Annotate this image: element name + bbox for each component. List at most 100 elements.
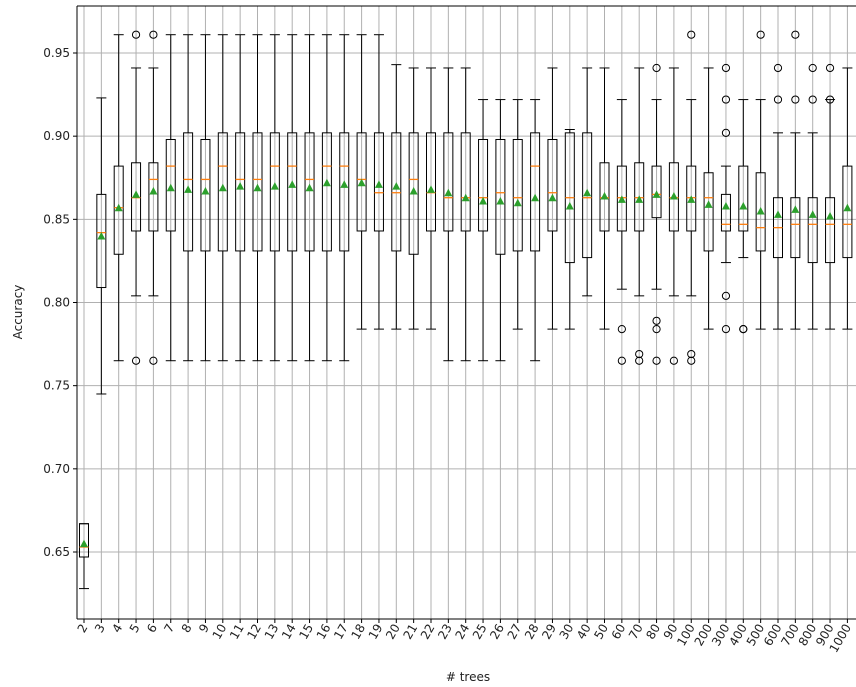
box-300 (720, 63, 731, 334)
box-body (79, 523, 89, 558)
mean-marker (392, 182, 401, 190)
mean-marker (253, 183, 262, 192)
box-body (373, 132, 384, 232)
flier-point (808, 63, 817, 73)
box-body (547, 138, 558, 232)
mean-marker (496, 197, 505, 205)
box-3 (96, 97, 107, 395)
x-tick-label: 14 (279, 622, 299, 642)
x-axis-label: # trees (446, 670, 490, 684)
axes (76, 5, 856, 620)
x-tick-label: 50 (591, 622, 611, 642)
flier-point (721, 95, 731, 104)
box-400 (738, 99, 749, 334)
box-18 (356, 34, 367, 330)
box-body (131, 162, 142, 232)
box-body (495, 138, 506, 255)
flier-point (131, 30, 141, 39)
box-23 (443, 67, 454, 362)
box-1000 (842, 67, 853, 330)
box-body (269, 132, 280, 252)
box-7 (165, 34, 176, 362)
box-700 (790, 30, 801, 330)
mean-marker (739, 202, 748, 210)
x-tick-label: 2 (75, 622, 91, 636)
flier-point (652, 63, 661, 73)
box-body (235, 132, 246, 252)
x-tick-label: 70 (626, 622, 646, 642)
box-22 (426, 67, 436, 330)
flier-point (791, 30, 800, 39)
box-80 (651, 63, 662, 365)
x-tick-label: 15 (296, 622, 316, 642)
mean-marker (843, 203, 852, 212)
mean-marker (548, 193, 557, 202)
y-tick-label: 0.70 (43, 462, 70, 476)
x-tick-label: 12 (244, 622, 264, 642)
box-body (668, 162, 679, 232)
x-tick-label: 80 (643, 622, 663, 642)
box-14 (287, 34, 298, 362)
box-body (113, 165, 124, 255)
box-12 (252, 34, 263, 362)
mean-marker (565, 202, 574, 210)
flier-point (739, 325, 748, 334)
box-body (165, 138, 176, 232)
box-body (686, 165, 697, 232)
box-body (304, 132, 315, 252)
mean-marker (201, 187, 210, 195)
x-tick-label: 25 (470, 622, 490, 642)
x-tick-label: 20 (383, 622, 403, 642)
x-tick-label: 24 (453, 622, 473, 642)
mean-marker (288, 180, 297, 188)
box-body (703, 172, 714, 252)
flier-point (652, 316, 661, 325)
flier-point (825, 95, 835, 104)
box-body (530, 132, 541, 252)
flier-point (652, 325, 661, 334)
box-900 (825, 63, 836, 330)
mean-marker (427, 185, 435, 193)
x-tick-label: 18 (348, 622, 368, 642)
y-tick-label: 0.75 (43, 379, 70, 393)
mean-marker (479, 197, 488, 205)
mean-marker (791, 205, 800, 213)
mean-marker (305, 183, 314, 192)
box-800 (807, 63, 818, 330)
mean-marker (236, 182, 245, 190)
flier-point (687, 349, 696, 359)
mean-marker (687, 195, 696, 203)
y-tick-label: 0.90 (43, 129, 70, 143)
x-tick-label: 29 (539, 622, 559, 642)
mean-marker (583, 188, 592, 197)
box-19 (373, 34, 384, 330)
box-13 (269, 34, 280, 362)
mean-marker (756, 207, 765, 215)
mean-marker (218, 183, 227, 192)
flier-point (825, 63, 835, 73)
x-tick-label: 19 (366, 622, 386, 642)
box-15 (304, 34, 315, 362)
flier-point (617, 325, 626, 334)
x-tick-label: 7 (161, 622, 177, 636)
box-body (148, 162, 159, 232)
box-body (408, 132, 419, 255)
box-20 (391, 64, 402, 330)
flier-point (808, 95, 817, 104)
box-8 (183, 34, 194, 362)
box-2 (79, 523, 89, 590)
box-17 (339, 34, 350, 362)
box-11 (235, 34, 246, 362)
box-21 (408, 67, 419, 330)
x-tick-label: 11 (227, 622, 247, 642)
mean-marker (826, 212, 835, 220)
box-30 (564, 129, 575, 330)
flier-point (721, 291, 731, 300)
flier-point (773, 63, 783, 73)
box-body (183, 132, 194, 252)
y-tick-label: 0.95 (43, 46, 70, 60)
flier-point (635, 349, 644, 359)
x-tick-label: 28 (522, 622, 542, 642)
box-body (460, 132, 471, 232)
mean-marker (600, 192, 609, 200)
